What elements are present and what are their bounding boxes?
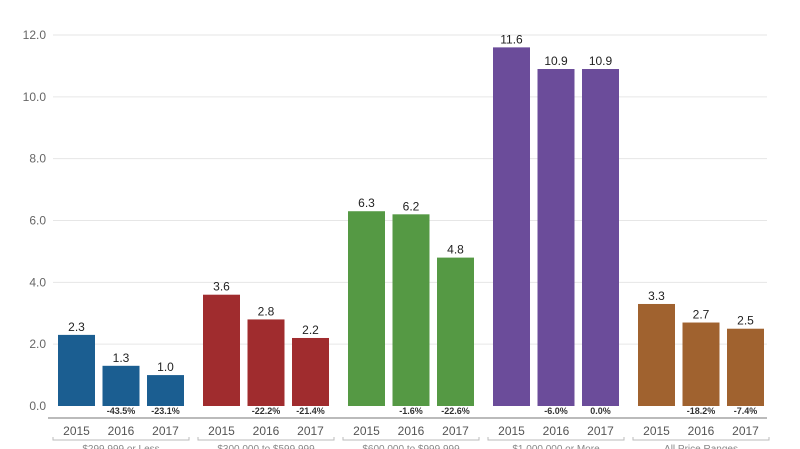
bar-value-label: 11.6 (500, 32, 523, 46)
bar-value-label: 10.9 (544, 54, 568, 68)
bar (638, 303, 675, 406)
x-tick-label: 2017 (732, 424, 759, 438)
bar-value-label: 6.2 (403, 199, 420, 213)
bar-value-label: 2.8 (258, 304, 275, 318)
group-label: $1,000,000 or More (512, 444, 600, 449)
bar (147, 375, 184, 406)
bar-value-label: 4.8 (447, 243, 464, 257)
bar (582, 69, 619, 406)
group-label: $600,000 to $999,999 (362, 444, 460, 449)
group-bracket (197, 437, 335, 441)
change-label: -22.2% (252, 406, 281, 416)
change-label: 0.0% (590, 406, 611, 416)
bar-value-label: 2.7 (693, 308, 710, 322)
group-bracket (342, 437, 480, 441)
bar (493, 47, 530, 406)
change-label: -18.2% (687, 406, 716, 416)
x-tick-label: 2015 (498, 424, 525, 438)
y-tick-label: 0.0 (29, 399, 46, 413)
bar-value-label: 3.6 (213, 280, 230, 294)
bar (437, 257, 474, 406)
bar-value-label: 2.5 (737, 314, 754, 328)
change-label: -21.4% (296, 406, 325, 416)
group-label: $300,000 to $599,999 (217, 444, 315, 449)
y-tick-label: 4.0 (29, 275, 46, 289)
x-tick-label: 2017 (152, 424, 179, 438)
change-label: -23.1% (151, 406, 180, 416)
bar (292, 337, 329, 406)
bar-value-label: 2.3 (68, 320, 85, 334)
y-tick-label: 2.0 (29, 337, 46, 351)
x-tick-label: 2015 (353, 424, 380, 438)
group-label: $299,999 or Less (82, 444, 159, 449)
bar (537, 69, 575, 406)
x-tick-label: 2015 (643, 424, 670, 438)
bar (58, 334, 95, 406)
y-tick-label: 10.0 (23, 90, 47, 104)
group-label: All Price Ranges (664, 444, 738, 449)
y-tick-label: 6.0 (29, 214, 46, 228)
x-tick-label: 2016 (543, 424, 570, 438)
change-label: -22.6% (441, 406, 470, 416)
bar-value-label: 1.0 (157, 360, 174, 374)
bar (392, 214, 430, 406)
x-tick-label: 2016 (398, 424, 425, 438)
x-tick-label: 2017 (587, 424, 614, 438)
bar (102, 365, 140, 406)
x-tick-label: 2015 (208, 424, 235, 438)
x-tick-label: 2015 (63, 424, 90, 438)
x-tick-label: 2017 (297, 424, 324, 438)
bar-value-label: 1.3 (113, 351, 130, 365)
group-bracket (487, 437, 625, 441)
bar-value-label: 3.3 (648, 289, 665, 303)
change-label: -6.0% (544, 406, 568, 416)
group-bracket (52, 437, 190, 441)
bar (203, 294, 240, 406)
change-label: -7.4% (734, 406, 758, 416)
x-tick-label: 2017 (442, 424, 469, 438)
bar-value-label: 2.2 (302, 323, 319, 337)
y-tick-label: 12.0 (23, 28, 47, 42)
change-label: -43.5% (107, 406, 136, 416)
y-tick-label: 8.0 (29, 152, 46, 166)
bar (348, 211, 385, 406)
group-bracket (632, 437, 770, 441)
bar-value-label: 10.9 (589, 54, 613, 68)
x-tick-label: 2016 (108, 424, 135, 438)
bar-value-label: 6.3 (358, 196, 375, 210)
bar (682, 322, 720, 406)
change-label: -1.6% (399, 406, 423, 416)
bar (727, 328, 764, 406)
x-tick-label: 2016 (253, 424, 280, 438)
bar (247, 319, 285, 406)
x-tick-label: 2016 (688, 424, 715, 438)
